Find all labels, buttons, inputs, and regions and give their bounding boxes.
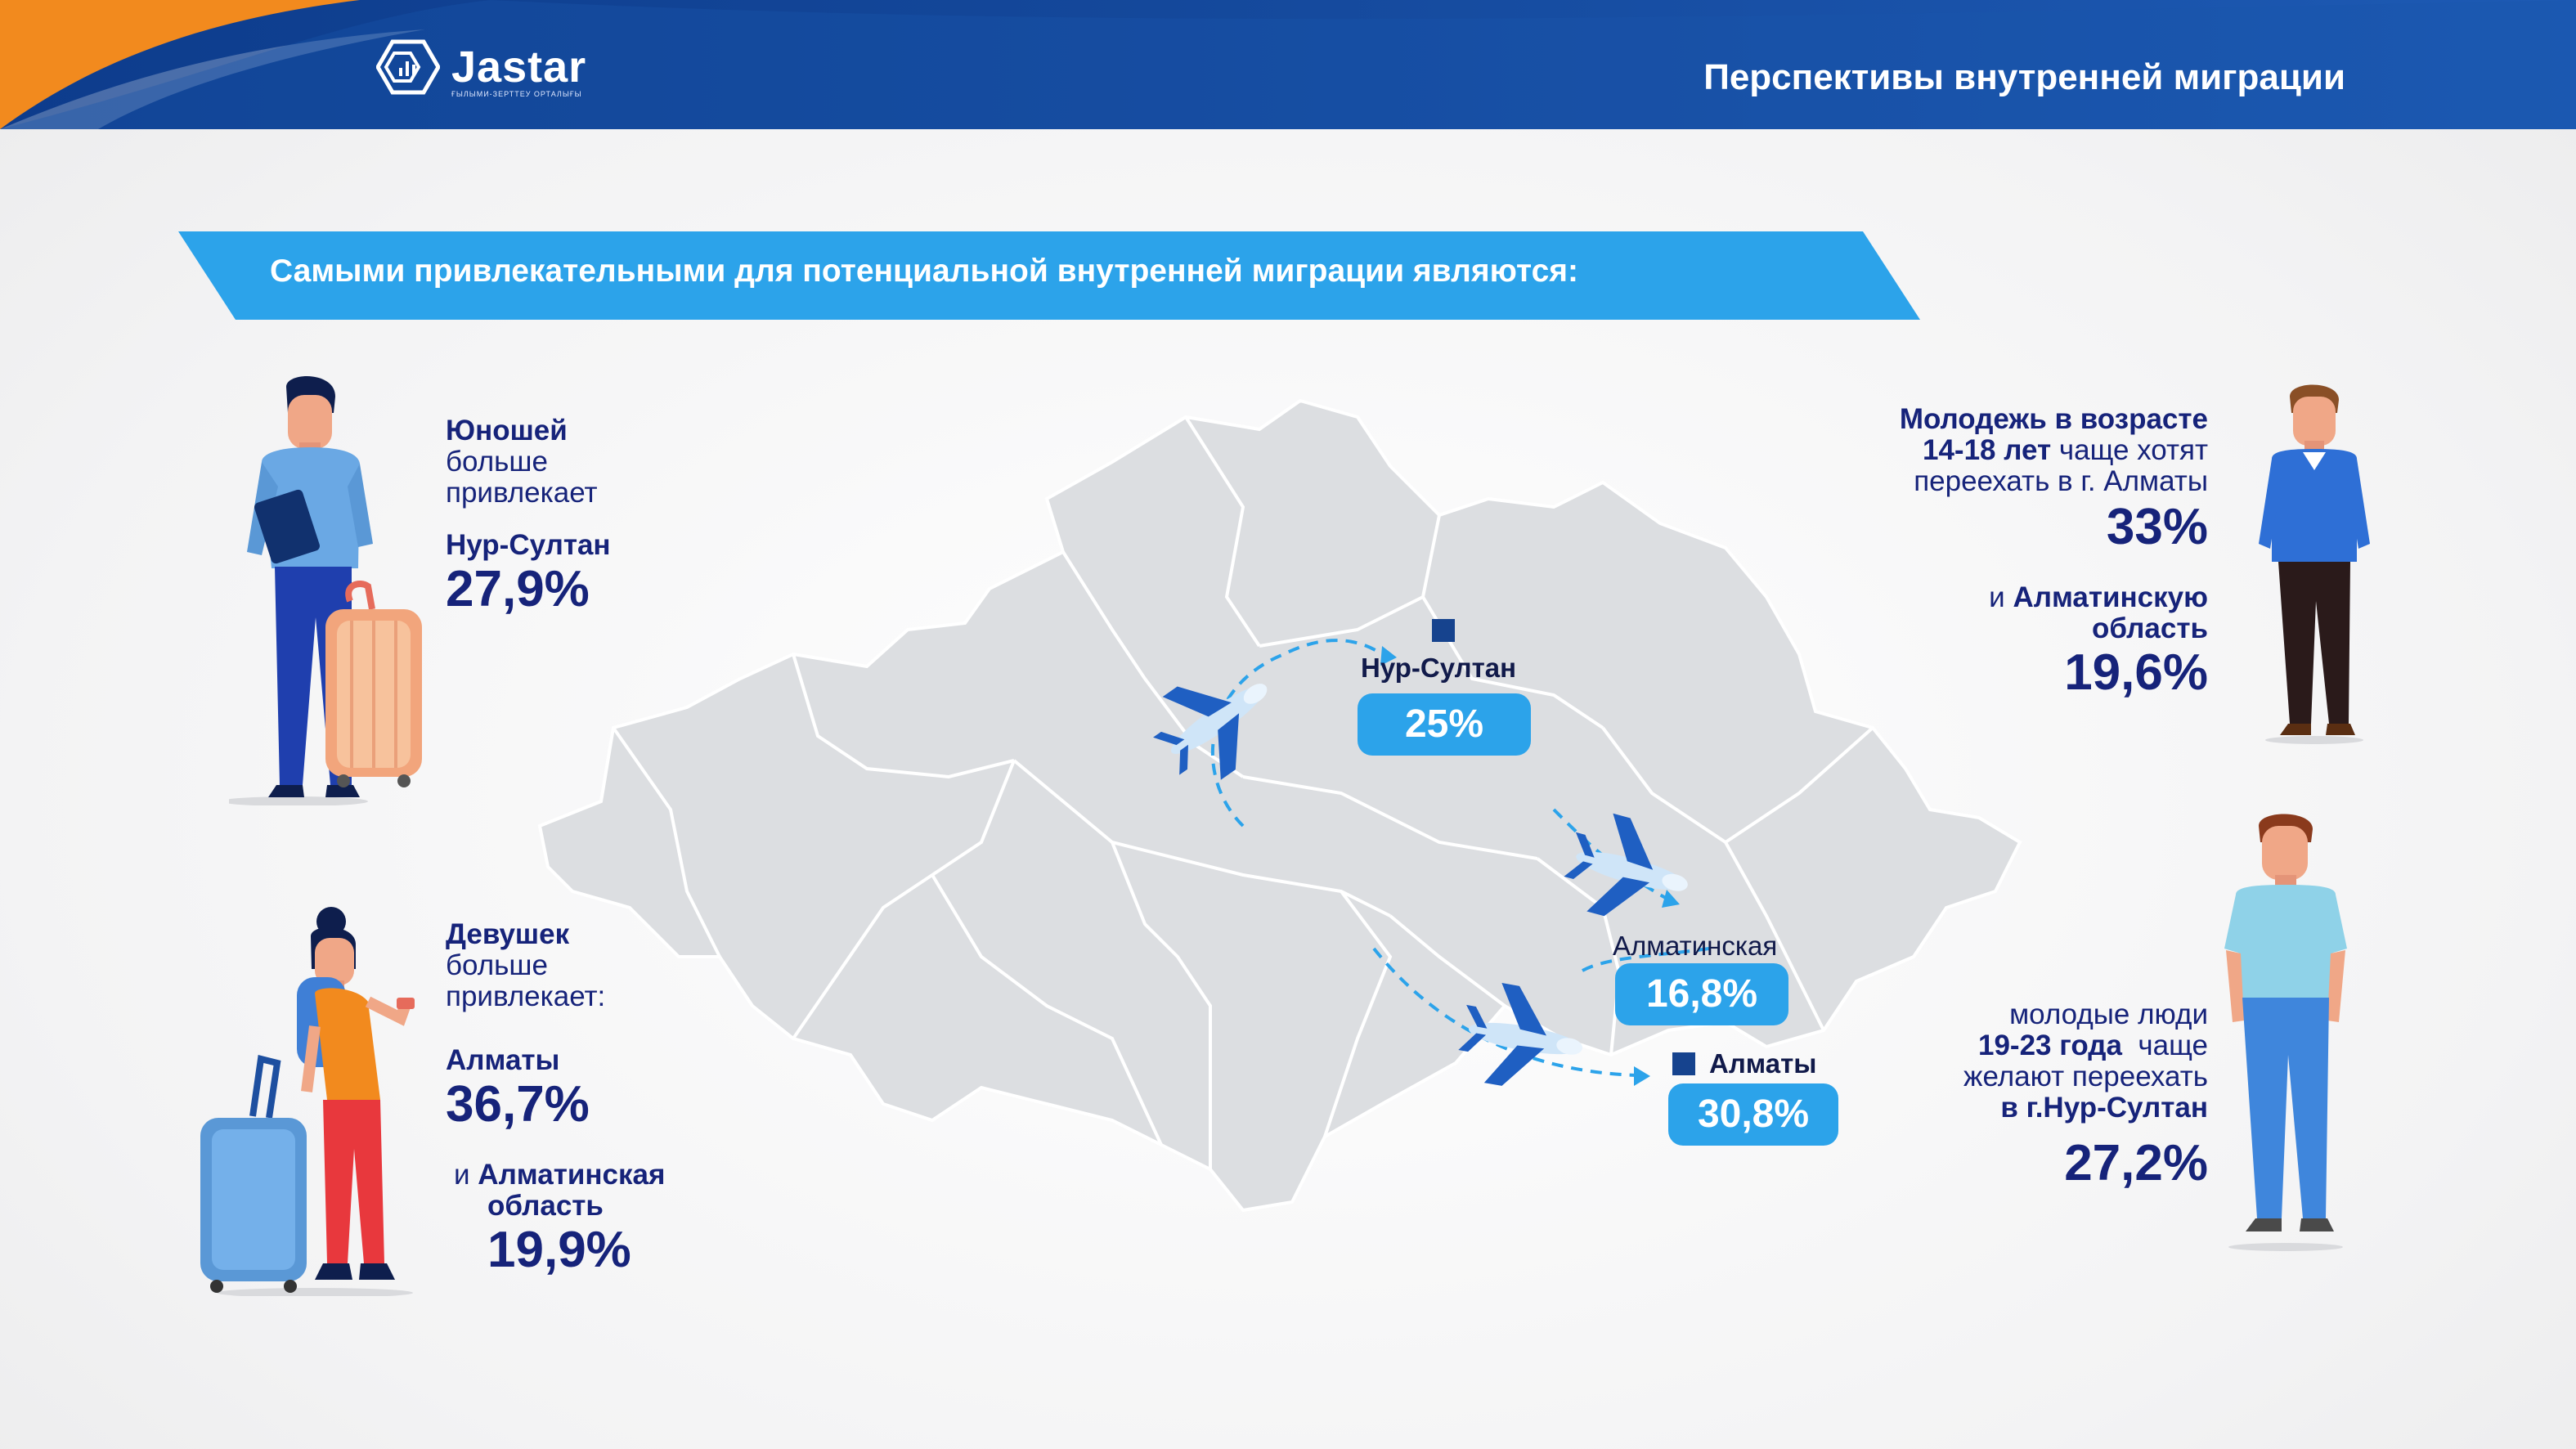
right-bottom-line1: молодые люди: [2009, 998, 2208, 1030]
page-title: Перспективы внутренней миграции: [1703, 57, 2345, 97]
left-bottom-value: 36,7%: [446, 1076, 590, 1133]
right-bottom-value: 27,2%: [2064, 1135, 2208, 1191]
right-top-region-value: 19,6%: [2064, 644, 2208, 701]
right-top-region: и Алматинскую область: [1989, 582, 2208, 644]
right-top-region-line1: Алматинскую: [2013, 581, 2208, 613]
right-top-conj: и: [1989, 581, 2005, 613]
map-value-almaty: 30,8%: [1668, 1083, 1838, 1146]
jastar-logo-icon: [376, 39, 440, 95]
map-value-almaty-region: 16,8%: [1615, 963, 1788, 1025]
header-bar: Jastar ҒЫЛЫМИ-ЗЕРТТЕУ ОРТАЛЫҒЫ Перспекти…: [0, 0, 2576, 129]
left-top-caption: Юношей больше привлекает: [446, 415, 598, 509]
left-top-line3: привлекает: [446, 477, 598, 509]
headline-text: Самыми привлекательными для потенциально…: [270, 253, 1579, 289]
left-bottom-region: и Алматинская: [454, 1160, 665, 1191]
right-bottom-caption: молодые люди 19-23 года чаще желают пере…: [1963, 999, 2208, 1124]
map-value-nur-sultan: 25%: [1358, 693, 1531, 756]
right-top-value: 33%: [2106, 499, 2208, 555]
left-bottom-conj: и: [454, 1159, 470, 1191]
teen-boy-icon: [2259, 384, 2370, 744]
right-bottom-line3: желают переехать: [1963, 1061, 2208, 1092]
left-bottom-region-line1: Алматинская: [478, 1159, 666, 1191]
left-top-value: 27,9%: [446, 561, 590, 617]
left-bottom-region-line2: область: [487, 1190, 604, 1222]
logo-subtitle: ҒЫЛЫМИ-ЗЕРТТЕУ ОРТАЛЫҒЫ: [451, 90, 582, 98]
header-swoosh-decoration: [0, 0, 2576, 129]
right-bottom-line2-light: чаще: [2138, 1030, 2208, 1061]
left-top-line2: больше: [446, 446, 548, 478]
almaty-marker: [1672, 1052, 1695, 1075]
right-bottom-line2-bold: 19-23 года: [1978, 1030, 2122, 1061]
young-woman-with-suitcase-icon: [200, 907, 415, 1296]
right-top-caption: Молодежь в возрасте 14-18 лет чаще хотят…: [1900, 404, 2208, 497]
airplane-icon: [1153, 684, 1268, 780]
left-bottom-caption: Девушек больше привлекает:: [446, 919, 605, 1012]
map-city-nur-sultan: Нур-Султан: [1361, 653, 1517, 683]
airplane-icon: [1564, 813, 1688, 917]
right-top-line2-bold: 14-18 лет: [1922, 434, 2052, 466]
left-bottom-line2: больше: [446, 949, 548, 981]
right-top-line2-light: чаще хотят: [2058, 434, 2208, 466]
map-city-almaty-region: Алматинская: [1613, 931, 1778, 961]
young-man-icon: [2224, 814, 2347, 1251]
left-bottom-region-value: 19,9%: [487, 1222, 631, 1278]
left-top-line1: Юношей: [446, 415, 568, 446]
left-bottom-line1: Девушек: [446, 918, 570, 950]
right-top-line3: переехать в г. Алматы: [1914, 465, 2208, 497]
right-bottom-line4: в г.Нур-Султан: [2000, 1092, 2208, 1124]
left-bottom-line3: привлекает:: [446, 980, 606, 1012]
young-man-with-suitcase-icon: [229, 376, 422, 805]
right-top-line1: Молодежь в возрасте: [1899, 403, 2208, 435]
headline-banner: [178, 231, 1920, 320]
map-city-almaty: Алматы: [1709, 1048, 1817, 1079]
airplane-icon: [1458, 982, 1583, 1086]
right-top-region-line2: область: [2092, 612, 2208, 644]
nur-sultan-marker: [1432, 619, 1455, 642]
logo: Jastar ҒЫЛЫМИ-ЗЕРТТЕУ ОРТАЛЫҒЫ: [376, 34, 586, 100]
left-top-city: Нур-Султан: [446, 529, 611, 561]
logo-text: Jastar: [451, 43, 587, 92]
left-bottom-city: Алматы: [446, 1044, 560, 1076]
